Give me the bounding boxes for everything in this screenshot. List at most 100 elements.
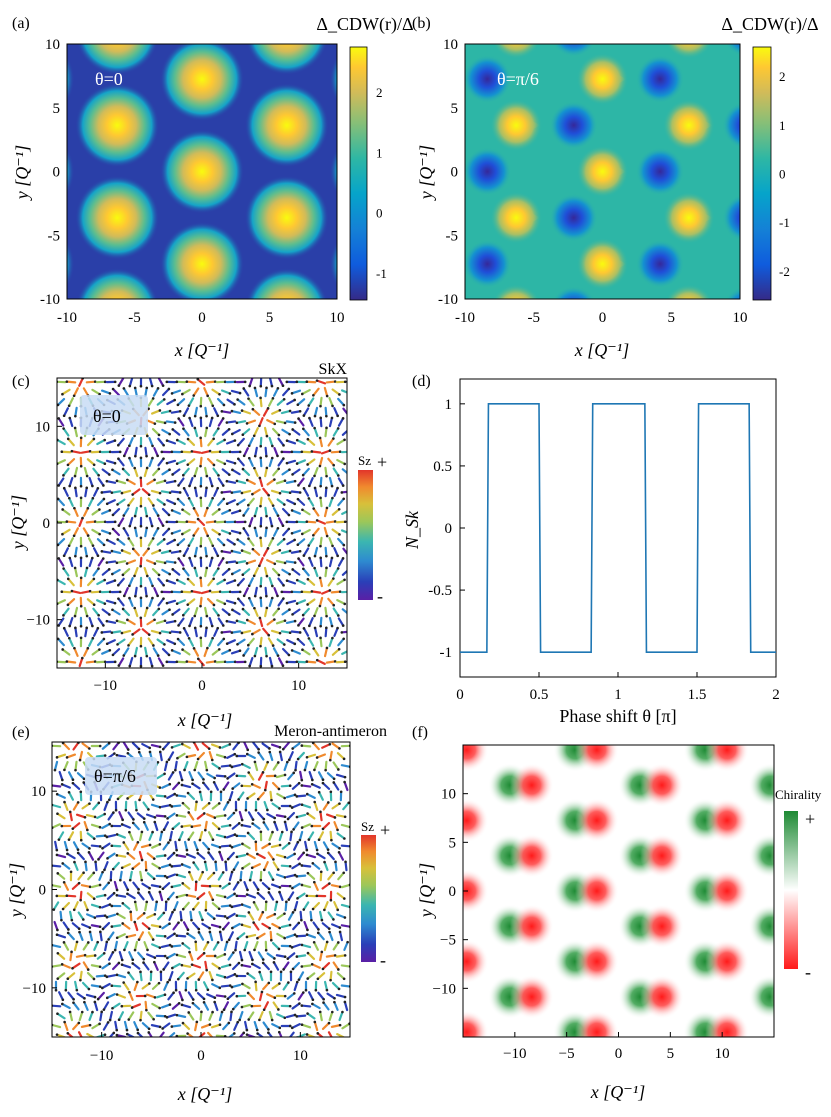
spin-arrow-head: [91, 1010, 94, 1014]
panel-f-xlabel: x [Q⁻¹]: [590, 1082, 645, 1102]
x-tick-label: −10: [503, 1046, 526, 1062]
spin-arrow: [317, 831, 325, 841]
spin-arrow: [289, 830, 293, 842]
spin-arrow-head: [349, 590, 352, 593]
spin-arrow: [254, 980, 258, 992]
spin-arrow-head: [277, 573, 281, 577]
spin-arrow-head: [212, 577, 215, 581]
spin-arrow-head: [296, 403, 300, 407]
spin-arrow: [166, 398, 176, 406]
spin-arrow-head: [139, 444, 143, 448]
spin-arrow-head: [346, 940, 349, 944]
spin-arrow: [134, 586, 138, 598]
spin-arrow-head: [285, 461, 289, 465]
spin-arrow: [323, 901, 329, 911]
spin-arrow: [306, 872, 316, 880]
spin-arrow-head: [330, 838, 333, 842]
spin-arrow-head: [218, 986, 222, 990]
spin-arrow: [295, 813, 307, 819]
spin-arrow: [146, 872, 156, 880]
spin-arrow-head: [193, 768, 197, 772]
spin-arrow-head: [288, 491, 292, 495]
spin-arrow: [61, 1002, 71, 1010]
spin-arrow-head: [263, 788, 267, 792]
spin-arrow-head: [190, 589, 194, 593]
cdw-maximum: [416, 0, 454, 7]
spin-arrow-head: [126, 618, 129, 622]
panel-a-frame: [66, 43, 338, 300]
spin-arrow: [100, 490, 112, 494]
spin-arrow: [231, 568, 241, 576]
spin-arrow: [307, 831, 315, 841]
spin-arrow-head: [202, 812, 206, 815]
spin-arrow-head: [188, 556, 191, 560]
spin-arrow: [198, 910, 204, 922]
spin-arrow-head: [191, 782, 194, 785]
spin-arrow-head: [73, 614, 77, 618]
spin-arrow: [341, 650, 347, 655]
cdw-maximum-halo: [492, 44, 540, 59]
spin-arrow-head: [246, 643, 250, 647]
spin-arrow-head: [174, 988, 178, 992]
spin-arrow-head: [313, 474, 316, 478]
spin-arrow-head: [181, 998, 184, 1002]
spin-arrow: [65, 753, 77, 759]
spin-arrow: [171, 822, 181, 830]
spin-arrow-head: [175, 794, 179, 797]
spin-arrow-head: [97, 473, 100, 477]
panel-f-label: (f): [412, 724, 428, 741]
spin-arrow: [309, 910, 313, 922]
negative-chirality-region: [509, 763, 554, 808]
spin-arrow: [187, 811, 195, 821]
spin-arrow-head: [297, 781, 301, 785]
spin-arrow: [216, 599, 226, 605]
spin-arrow-head: [247, 1018, 251, 1021]
spin-arrow-head: [236, 502, 239, 506]
spin-arrow: [207, 1031, 214, 1037]
cdw-maximum: [76, 44, 158, 75]
spin-arrow-head: [277, 787, 281, 791]
spin-arrow: [134, 526, 138, 538]
spin-arrow: [96, 497, 106, 507]
spin-arrow: [327, 597, 335, 607]
spin-arrow-head: [300, 778, 304, 782]
spin-arrow: [248, 656, 254, 668]
cdw-maximum: [160, 129, 244, 214]
spin-arrow: [73, 606, 79, 618]
spin-arrow: [208, 1011, 214, 1021]
spin-arrow-head: [233, 543, 236, 546]
spin-arrow-head: [297, 978, 301, 981]
spin-arrow-head: [181, 907, 185, 911]
spin-arrow: [268, 378, 274, 388]
spin-arrow: [185, 894, 197, 898]
spin-arrow-head: [340, 491, 344, 494]
spin-arrow: [62, 567, 70, 577]
spin-arrow: [323, 506, 329, 518]
spin-arrow-head: [185, 848, 189, 852]
spin-arrow: [121, 568, 131, 576]
spin-arrow-head: [210, 416, 214, 420]
spin-arrow: [296, 579, 306, 585]
spin-arrow: [122, 742, 130, 751]
spin-arrow-head: [55, 1033, 59, 1036]
spin-arrow-head: [103, 868, 106, 872]
positive-chirality-region: [813, 869, 831, 913]
spin-arrow: [85, 954, 97, 958]
spin-arrow-head: [121, 902, 125, 905]
spin-arrow-head: [326, 801, 330, 804]
spin-arrow-head: [88, 1023, 92, 1027]
spin-arrow: [335, 993, 347, 999]
spin-arrow-head: [66, 463, 70, 467]
spin-arrow-head: [265, 514, 268, 518]
spin-arrow-head: [153, 996, 157, 999]
spin-arrow: [83, 507, 89, 517]
spin-arrow-head: [165, 601, 169, 605]
spin-arrow-head: [267, 1031, 270, 1035]
spin-arrow: [85, 660, 97, 664]
cdw-maximum-halo: [665, 284, 713, 299]
spin-arrow-head: [199, 464, 202, 468]
y-tick-label: 0.5: [433, 459, 452, 475]
spin-arrow: [67, 577, 75, 587]
spin-arrow: [240, 903, 252, 909]
